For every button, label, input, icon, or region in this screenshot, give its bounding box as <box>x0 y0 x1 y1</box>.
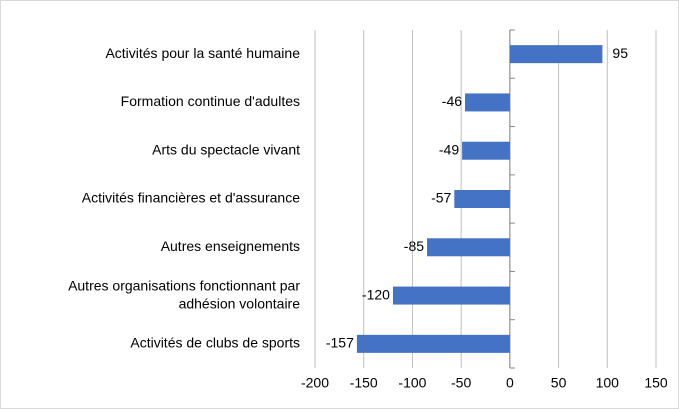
x-tick-label: -150 <box>350 375 378 391</box>
bar <box>462 141 510 160</box>
x-tick-label: 50 <box>551 375 567 391</box>
y-tick-label: Activités de clubs de sports <box>130 335 300 351</box>
data-label: -46 <box>442 93 462 109</box>
x-tick-label: -50 <box>451 375 471 391</box>
bar <box>509 45 603 64</box>
bar <box>392 286 510 305</box>
bar <box>454 190 510 208</box>
data-label: -157 <box>326 335 354 351</box>
data-label: -85 <box>404 238 424 254</box>
y-tick-label: Autres enseignements <box>161 238 300 254</box>
data-label: 95 <box>612 45 628 61</box>
y-tick-label: Formation continue d'adultes <box>121 93 300 109</box>
x-tick-label: 150 <box>644 375 668 391</box>
bar <box>465 93 510 112</box>
y-tick-label: Activités financières et d'assurance <box>82 190 300 206</box>
x-tick-label: 0 <box>506 375 514 391</box>
y-tick-label: Activités pour la santé humaine <box>105 45 300 61</box>
x-tick-label: 100 <box>596 375 620 391</box>
data-label: -49 <box>439 141 459 157</box>
x-tick-label: -200 <box>301 375 329 391</box>
y-tick-label: Autres organisations fonctionnant par ad… <box>68 277 300 311</box>
x-tick-label: -100 <box>398 375 426 391</box>
data-label: -120 <box>362 286 390 302</box>
data-label: -57 <box>431 190 451 206</box>
y-tick-label: Arts du spectacle vivant <box>152 141 300 157</box>
bar <box>356 334 510 353</box>
bar <box>427 238 510 257</box>
